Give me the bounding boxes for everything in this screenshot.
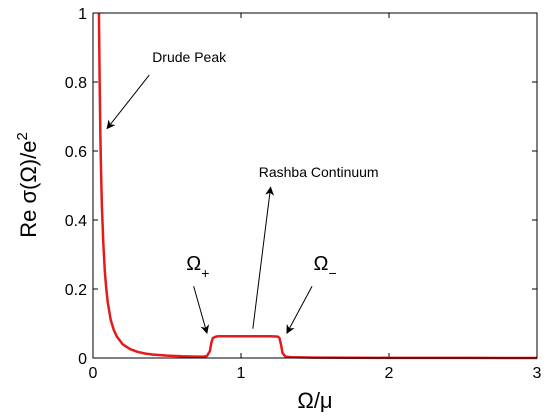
y-axis-title: Re σ(Ω)/e2 (14, 132, 41, 238)
y-tick-label: 1 (78, 6, 87, 23)
y-tick-label: 0.2 (65, 282, 87, 299)
x-tick-label: 3 (533, 365, 542, 382)
y-tick-label: 0.8 (65, 75, 87, 92)
omega-subscript: + (201, 265, 209, 281)
y-axis-title-superscript: 2 (14, 132, 31, 140)
annotation-arrow-drude (106, 74, 150, 130)
omega-symbol: Ω (186, 253, 201, 275)
annotation-label-drude: Drude Peak (152, 49, 227, 65)
plot-area (93, 13, 537, 358)
x-tick-label: 2 (385, 365, 394, 382)
axes-frame (92, 12, 538, 359)
omega-arrow-minus (286, 286, 313, 334)
omega-arrow-plus (193, 286, 210, 335)
x-tick-label: 0 (89, 365, 98, 382)
omega-symbol: Ω (314, 253, 329, 275)
x-axis-title: Ω/μ (297, 388, 332, 413)
x-tick-label: 1 (237, 365, 246, 382)
annotation-arrow-rashba (252, 186, 275, 329)
omega-subscript: − (328, 265, 336, 281)
omega-label-plus: Ω+ (186, 253, 209, 281)
annotation-label-rashba: Rashba Continuum (259, 164, 379, 180)
y-axis-title-main: Re σ(Ω)/e (16, 141, 41, 238)
omega-label-minus: Ω− (314, 253, 337, 281)
series-line (97, 12, 538, 360)
y-tick-label: 0 (78, 351, 87, 368)
y-tick-label: 0.6 (65, 144, 87, 161)
y-tick-label: 0.4 (65, 213, 87, 230)
